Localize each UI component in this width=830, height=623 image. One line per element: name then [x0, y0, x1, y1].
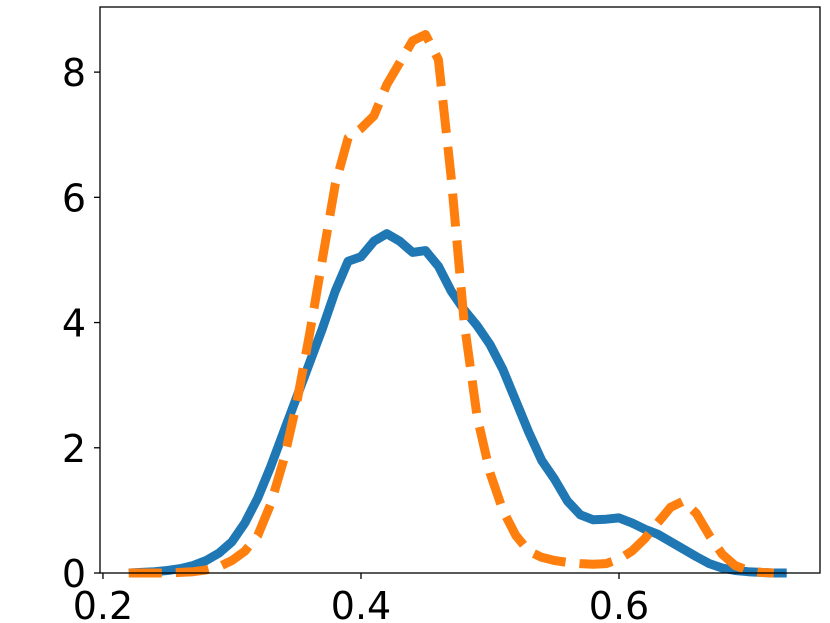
- series-line: [128, 30, 775, 578]
- y-tick-label: 0: [62, 552, 86, 596]
- x-tick-label: 0.4: [331, 584, 391, 623]
- y-tick-label: 4: [62, 302, 86, 346]
- series-line: [128, 229, 787, 578]
- plot-frame: [99, 6, 821, 574]
- y-tick-label: 2: [62, 427, 86, 471]
- x-tick-label: 0.6: [589, 584, 649, 623]
- y-tick-label: 8: [62, 51, 86, 95]
- y-tick-label: 6: [62, 176, 86, 220]
- x-tick-label: 0.2: [73, 584, 133, 623]
